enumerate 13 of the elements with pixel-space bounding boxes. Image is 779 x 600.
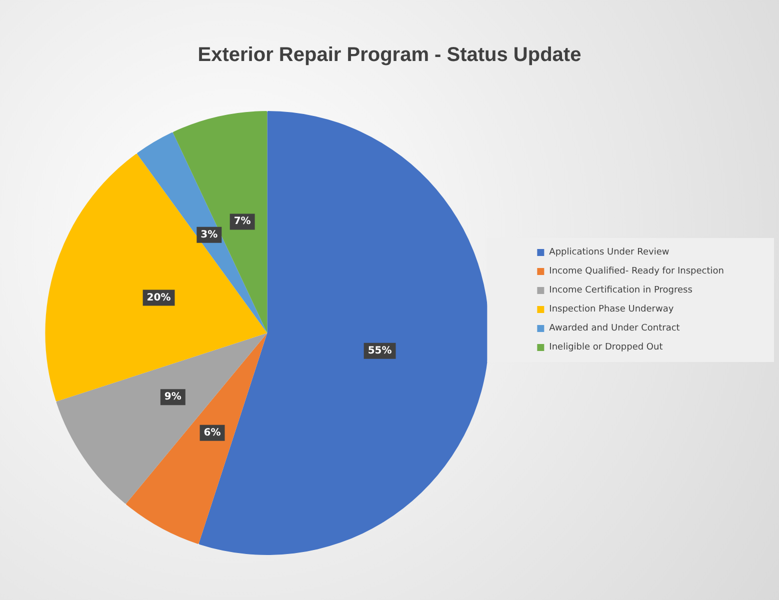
legend-label: Income Qualified- Ready for Inspection bbox=[549, 266, 724, 276]
legend-label: Ineligible or Dropped Out bbox=[549, 342, 664, 352]
data-label: 55% bbox=[368, 345, 392, 356]
data-label: 6% bbox=[204, 427, 221, 438]
chart-title: Exterior Repair Program - Status Update bbox=[198, 44, 582, 66]
legend-label: Awarded and Under Contract bbox=[549, 324, 680, 334]
data-label: 7% bbox=[234, 216, 251, 228]
data-label: 9% bbox=[164, 392, 182, 403]
legend-label: Inspection Phase Underway bbox=[549, 304, 674, 314]
data-label: 20% bbox=[146, 292, 171, 304]
legend-label: Income Certification in Progress bbox=[549, 286, 693, 296]
data-label: 3% bbox=[200, 229, 218, 240]
legend-label: Applications Under Review bbox=[549, 248, 670, 258]
